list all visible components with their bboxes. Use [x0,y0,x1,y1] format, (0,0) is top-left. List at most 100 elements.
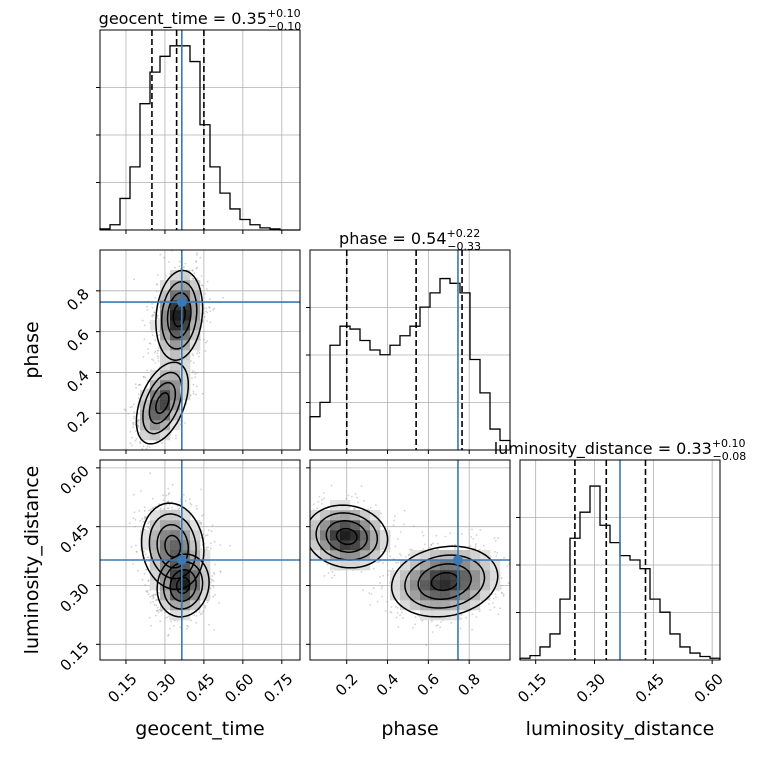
density-cell [190,600,201,611]
density-cell [170,350,181,361]
scatter-point [138,509,141,512]
scatter-point [195,267,198,270]
density-cell [150,320,161,331]
scatter-point [130,546,133,548]
scatter-point [160,609,163,612]
scatter-point [129,442,132,445]
scatter-point [157,318,160,320]
scatter-point [195,260,197,262]
scatter-point [193,371,196,373]
marginal-phase-frame [309,249,511,451]
density-cell [150,410,161,421]
scatter-point [144,376,147,379]
density-cell [170,360,181,371]
scatter-point [151,330,153,333]
scatter-point [146,451,148,453]
scatter-point [381,550,383,553]
density-cell [160,580,171,591]
scatter-point [155,614,157,617]
scatter-point [156,274,159,276]
marginal-title-geocent_time: geocent_time = 0.35+0.10 −0.10 [99,7,302,33]
scatter-point [291,503,293,505]
scatter-point [146,305,148,308]
scatter-point [229,544,232,547]
scatter-point [474,543,477,546]
scatter-point [196,277,199,280]
density-cell [190,530,201,541]
density-cell [170,380,181,391]
scatter-point [157,349,160,352]
density-cell [150,370,161,381]
scatter-point [495,555,498,557]
scatter-point [132,424,135,426]
density-cell [160,290,171,301]
x-axis-label-luminosity-distance: luminosity_distance [526,718,715,740]
scatter-point [149,595,151,598]
density-cell [200,590,211,601]
scatter-point [143,481,145,483]
scatter-point [201,612,204,615]
scatter-point [137,384,140,386]
scatter-point [132,403,135,406]
scatter-point [488,603,490,605]
scatter-point [149,342,152,345]
density-cell [190,520,201,531]
scatter-point [146,556,149,559]
scatter-point [139,490,142,492]
scatter-point [191,269,194,272]
scatter-point [151,302,154,305]
x-axis-label-phase: phase [381,718,438,740]
scatter-point [397,538,399,540]
scatter-point [192,278,195,281]
density-cell [180,560,191,571]
scatter-point [176,505,179,507]
x-tick-label-luminosity_distance-2: 0.45 [632,670,668,706]
scatter-point [331,577,333,579]
scatter-point [155,604,158,607]
scatter-point [321,498,323,501]
scatter-point [183,266,185,269]
scatter-point [208,298,211,301]
scatter-point [195,622,198,624]
scatter-point [489,609,492,611]
density-cell [150,550,161,561]
scatter-point [147,352,150,355]
scatter-point [151,315,154,318]
scatter-point [143,506,146,508]
scatter-point [174,266,176,269]
scatter-point [194,373,197,375]
scatter-point [301,501,303,503]
density-cell [180,390,191,401]
density-cell [200,580,211,591]
density-cell [180,600,191,611]
scatter-point [304,551,306,553]
scatter-point [142,356,145,358]
scatter-point [203,338,205,341]
scatter-point [135,437,138,440]
scatter-point [156,355,159,358]
contour-line [169,569,197,602]
scatter-point [152,594,155,596]
scatter-point [500,584,503,587]
scatter-point [156,598,158,601]
density-cell [150,400,161,411]
scatter-point [171,506,173,509]
density-cell [190,280,201,291]
scatter-point [196,352,199,355]
density-cell [160,550,171,561]
scatter-point [142,520,145,523]
scatter-point [323,575,326,577]
scatter-point [150,508,152,511]
scatter-point [186,627,188,630]
scatter-point [437,542,439,545]
scatter-point [362,589,364,591]
scatter-point [168,452,170,454]
scatter-point [146,445,149,448]
scatter-point [203,312,205,315]
scatter-point [414,616,417,618]
scatter-point [156,283,159,286]
scatter-point [186,624,189,627]
scatter-point [196,507,198,510]
scatter-point [132,517,135,520]
scatter-point [137,397,140,399]
